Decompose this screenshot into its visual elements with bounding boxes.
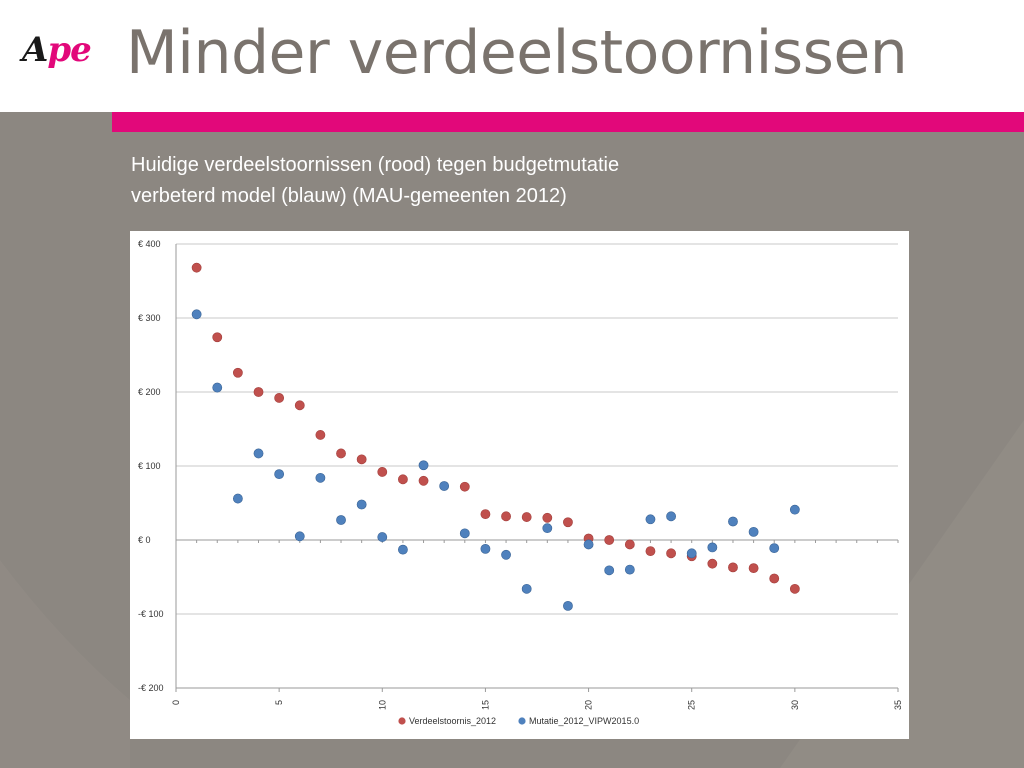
red-data-point — [645, 546, 656, 556]
blue-data-point — [789, 504, 800, 515]
x-tick-label: 0 — [171, 700, 181, 705]
x-tick-label: 15 — [480, 700, 490, 710]
red-data-point — [212, 332, 223, 343]
y-tick-label: € 400 — [138, 239, 161, 249]
blue-data-point — [232, 493, 243, 504]
blue-data-point — [191, 309, 202, 320]
red-data-point — [624, 539, 635, 550]
logo-letter-a: A — [22, 30, 48, 70]
red-data-point — [707, 558, 718, 569]
blue-data-point — [212, 382, 223, 393]
red-data-point — [748, 563, 759, 574]
legend-label: Verdeelstoornis_2012 — [409, 716, 496, 726]
logo-letters-pe: pe — [47, 30, 91, 70]
subtitle-line-1: Huidige verdeelstoornissen (rood) tegen … — [131, 154, 620, 176]
blue-data-point — [315, 472, 326, 483]
legend-label: Mutatie_2012_VIPW2015.0 — [529, 716, 639, 726]
blue-data-point — [521, 583, 532, 594]
blue-data-point — [356, 499, 367, 510]
red-data-point — [480, 509, 491, 519]
red-data-point — [232, 367, 243, 378]
red-data-point — [377, 467, 388, 477]
blue-data-point — [501, 549, 511, 560]
red-data-point — [666, 548, 676, 559]
blue-data-point — [666, 511, 676, 522]
x-tick-label: 35 — [893, 700, 903, 710]
blue-data-point — [563, 600, 573, 611]
red-data-point — [604, 535, 615, 545]
blue-data-point — [253, 448, 264, 459]
ape-logo: Ape — [22, 30, 92, 70]
blue-data-point — [624, 564, 635, 575]
blue-data-point — [418, 460, 429, 471]
blue-data-point — [480, 543, 491, 554]
red-data-point — [501, 511, 511, 522]
red-data-point — [521, 512, 532, 522]
blue-data-point — [274, 469, 285, 480]
blue-data-point — [439, 481, 450, 491]
x-tick-label: 30 — [790, 700, 800, 710]
red-data-point — [728, 562, 738, 573]
red-data-point — [769, 573, 780, 584]
blue-data-point — [398, 544, 408, 555]
subtitle-line-2: verbeterd model (blauw) (MAU-gemeenten 2… — [131, 185, 567, 207]
red-data-point — [294, 400, 305, 411]
blue-data-point — [377, 532, 388, 542]
blue-data-point — [707, 542, 718, 553]
blue-data-point — [645, 514, 656, 525]
y-tick-label: € 0 — [138, 535, 151, 545]
red-data-point — [398, 474, 408, 485]
red-data-point — [274, 393, 285, 403]
y-tick-label: -€ 100 — [138, 609, 164, 619]
red-data-point — [336, 448, 346, 459]
blue-data-point — [336, 515, 346, 525]
x-tick-label: 25 — [687, 700, 697, 710]
chart-panel: -€ 200 -€ 100 € 0 € 100 € 200 € 300 € 400 0 5 10 1… — [130, 231, 909, 739]
blue-data-point — [769, 543, 780, 554]
y-tick-label: € 200 — [138, 387, 161, 397]
y-tick-label: € 300 — [138, 313, 161, 323]
red-data-point — [563, 517, 573, 528]
red-data-point — [459, 481, 470, 492]
red-data-point — [315, 430, 326, 440]
y-tick-label: € 100 — [138, 461, 161, 471]
red-data-point — [542, 512, 553, 523]
blue-data-point — [728, 516, 738, 527]
blue-data-point — [294, 531, 305, 542]
slide-title: Minder verdeelstoornissen — [126, 18, 908, 88]
legend-marker-red — [398, 717, 406, 725]
header-band — [0, 0, 1024, 112]
blue-data-point — [604, 565, 615, 576]
x-tick-label: 10 — [377, 700, 387, 710]
blue-data-point — [459, 528, 470, 539]
y-tick-label: -€ 200 — [138, 683, 164, 693]
legend-marker-blue — [518, 717, 526, 725]
red-data-point — [356, 454, 367, 465]
blue-data-point — [542, 523, 553, 534]
scatter-chart: -€ 200 -€ 100 € 0 € 100 € 200 € 300 € 400 0 5 10 1… — [138, 239, 903, 726]
red-data-point — [418, 475, 429, 486]
red-data-point — [191, 262, 202, 273]
blue-data-point — [686, 548, 697, 559]
x-tick-label: 5 — [274, 700, 284, 705]
accent-bar — [112, 112, 1024, 132]
blue-data-point — [748, 526, 759, 537]
red-data-point — [253, 387, 264, 397]
slide-subtitle: Huidige verdeelstoornissen (rood) tegen … — [131, 150, 891, 212]
red-data-point — [789, 583, 800, 594]
x-tick-label: 20 — [584, 700, 594, 710]
blue-data-point — [583, 539, 594, 550]
